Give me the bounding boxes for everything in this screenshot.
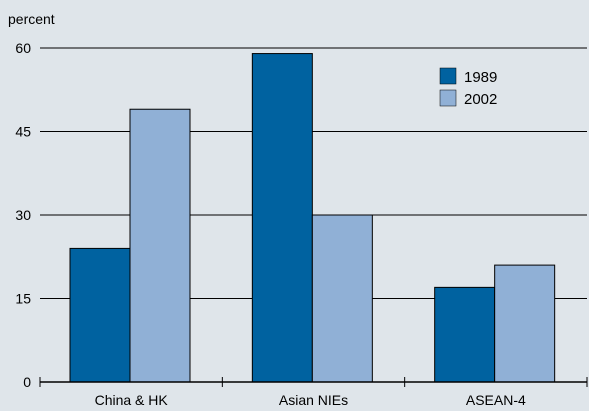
x-category-label: ASEAN-4	[466, 392, 526, 408]
bar-1989-2	[434, 286, 496, 383]
y-tick-label: 45	[15, 124, 31, 140]
legend-swatch-1989	[439, 67, 457, 85]
y-tick-label: 15	[15, 291, 31, 307]
y-tick-label: 60	[15, 40, 31, 56]
legend-swatch-2002	[439, 89, 457, 107]
y-axis-unit-label: percent	[8, 11, 55, 27]
bar-1989-1	[251, 53, 313, 383]
legend-label-2002: 2002	[464, 91, 497, 108]
bar-2002-2	[494, 264, 556, 383]
y-tick-labels: 0 15 30 45 60	[15, 40, 31, 390]
x-category-label: Asian NIEs	[279, 392, 348, 408]
x-category-label: China & HK	[95, 392, 169, 408]
y-tick-label: 0	[23, 374, 31, 390]
bar-1989-0	[69, 247, 131, 383]
legend-label-1989: 1989	[464, 69, 497, 86]
x-axis: China & HK Asian NIEs ASEAN-4	[39, 377, 588, 408]
y-tick-label: 30	[15, 207, 31, 223]
bar-2002-1	[311, 214, 373, 383]
legend: 1989 2002	[439, 67, 497, 108]
bar-2002-0	[129, 108, 191, 383]
bars	[69, 53, 556, 383]
